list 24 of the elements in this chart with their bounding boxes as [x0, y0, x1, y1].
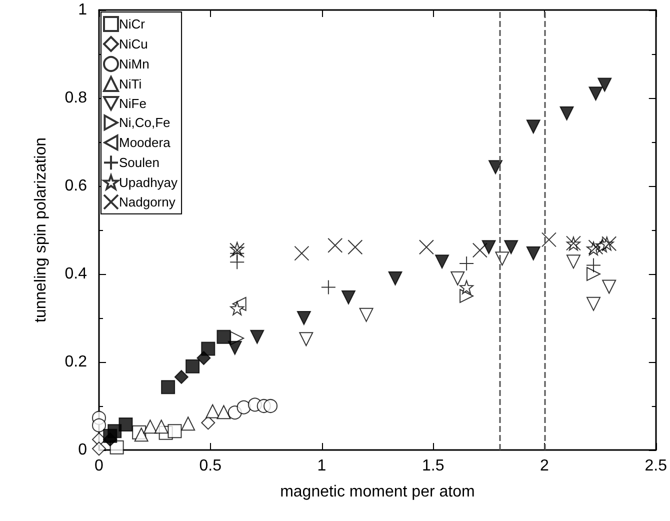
legend-label: Nadgorny — [119, 194, 176, 210]
y-tick-label: 0.6 — [64, 178, 88, 194]
legend-label: NiTi — [119, 76, 142, 92]
x-tick-label: 2 — [540, 458, 550, 474]
legend-label: NiFe — [119, 96, 146, 111]
x-tick-label: 0.5 — [199, 458, 222, 474]
y-tick-label: 0.8 — [64, 90, 88, 106]
legend-label: Soulen — [119, 155, 160, 170]
y-tick-label: 1 — [78, 2, 88, 18]
x-tick-label: 0 — [94, 458, 104, 474]
legend-label: NiMn — [119, 56, 150, 72]
x-tick-label: 1 — [317, 458, 326, 474]
legend-label: NiCu — [119, 36, 148, 52]
legend-label: Upadhyay — [119, 174, 178, 190]
x-tick-label: 1.5 — [422, 458, 444, 474]
y-axis-title: tunneling spin polarization — [32, 137, 50, 323]
x-tick-label: 2.5 — [644, 458, 668, 474]
y-tick-label: 0 — [78, 442, 88, 458]
y-tick-label: 0.2 — [64, 354, 88, 370]
x-axis-title: magnetic moment per atom — [280, 484, 475, 500]
legend-label: Ni,Co,Fe — [119, 115, 170, 130]
legend-label: Moodera — [119, 135, 172, 150]
y-tick-label: 0.4 — [64, 266, 88, 282]
legend-label: NiCr — [119, 16, 146, 32]
